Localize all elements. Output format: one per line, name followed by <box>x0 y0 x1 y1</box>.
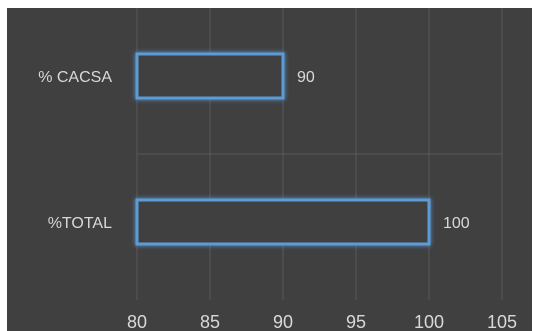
chart-area: 80 85 90 95 100 105 % CACSA 90 %TOTAL 100 <box>7 8 532 331</box>
labels: 80 85 90 95 100 105 % CACSA 90 %TOTAL 100 <box>38 69 517 331</box>
bar-chart: 80 85 90 95 100 105 % CACSA 90 %TOTAL 100 <box>38 8 517 331</box>
data-label: 90 <box>297 69 315 86</box>
bar-1 <box>135 198 431 246</box>
x-tick-label: 105 <box>487 312 517 331</box>
gridlines <box>136 8 503 300</box>
category-label: % CACSA <box>38 69 112 86</box>
data-label: 100 <box>443 215 470 232</box>
x-tick-label: 85 <box>200 312 220 331</box>
category-label: %TOTAL <box>48 215 112 232</box>
x-tick-label: 80 <box>127 312 147 331</box>
x-tick-label: 95 <box>346 312 366 331</box>
x-tick-label: 100 <box>414 312 444 331</box>
x-tick-label: 90 <box>273 312 293 331</box>
bar-0 <box>135 52 285 100</box>
bars <box>135 52 431 246</box>
